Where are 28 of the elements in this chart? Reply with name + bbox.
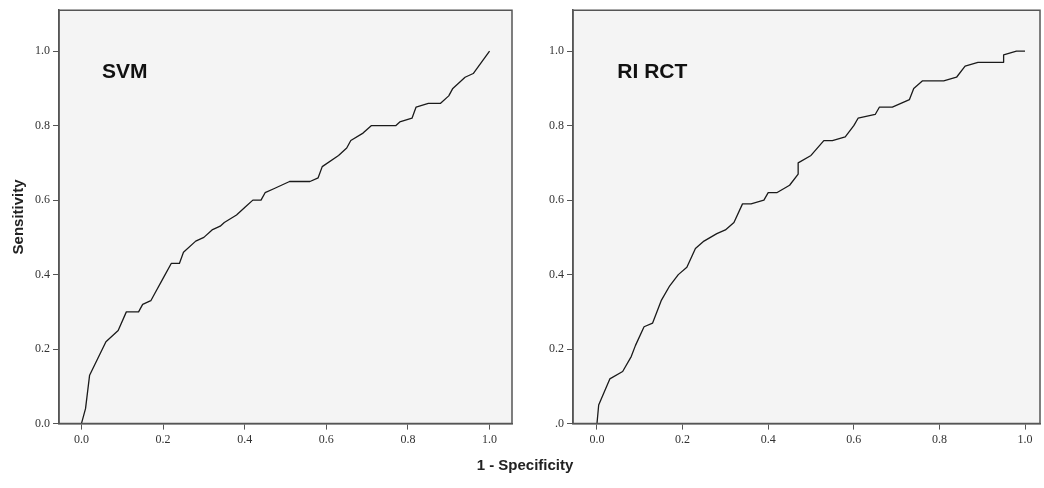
x-tick-label: 0.8 bbox=[931, 431, 947, 446]
y-tick-label: 0.6 bbox=[549, 192, 564, 207]
x-tick-label: 0.2 bbox=[155, 431, 171, 446]
y-tick-label: 0.8 bbox=[35, 117, 50, 132]
y-axis-title: Sensitivity bbox=[9, 178, 27, 255]
x-tick-label: 0.6 bbox=[846, 431, 862, 446]
x-tick-label: 0.8 bbox=[400, 431, 416, 446]
x-tick-label: 0.0 bbox=[589, 431, 605, 446]
y-tick-label: 0.2 bbox=[549, 341, 564, 356]
x-axis-title: 1 - Specificity bbox=[476, 456, 574, 473]
x-tick-label: 1.0 bbox=[1017, 431, 1033, 446]
x-tick-label: 1.0 bbox=[482, 431, 498, 446]
text: RI RCT bbox=[617, 59, 688, 83]
y-tick-label: 0.4 bbox=[549, 266, 564, 281]
text: SVM bbox=[102, 59, 148, 83]
x-tick-label: 0.2 bbox=[675, 431, 691, 446]
y-tick-label: 1.0 bbox=[549, 43, 564, 58]
x-tick-label: 0.0 bbox=[73, 431, 89, 446]
y-tick-label: 1.0 bbox=[35, 43, 50, 58]
y-tick-label: .0 bbox=[555, 415, 564, 430]
x-tick-label: 0.6 bbox=[318, 431, 334, 446]
y-tick-label: 0.2 bbox=[35, 341, 50, 356]
y-tick-label: 0.6 bbox=[35, 192, 50, 207]
y-tick-label: 0.4 bbox=[35, 266, 50, 281]
x-tick-label: 0.4 bbox=[760, 431, 776, 446]
y-tick-label: 0.0 bbox=[35, 415, 50, 430]
x-tick-label: 0.4 bbox=[237, 431, 253, 446]
y-tick-label: 0.8 bbox=[549, 117, 564, 132]
